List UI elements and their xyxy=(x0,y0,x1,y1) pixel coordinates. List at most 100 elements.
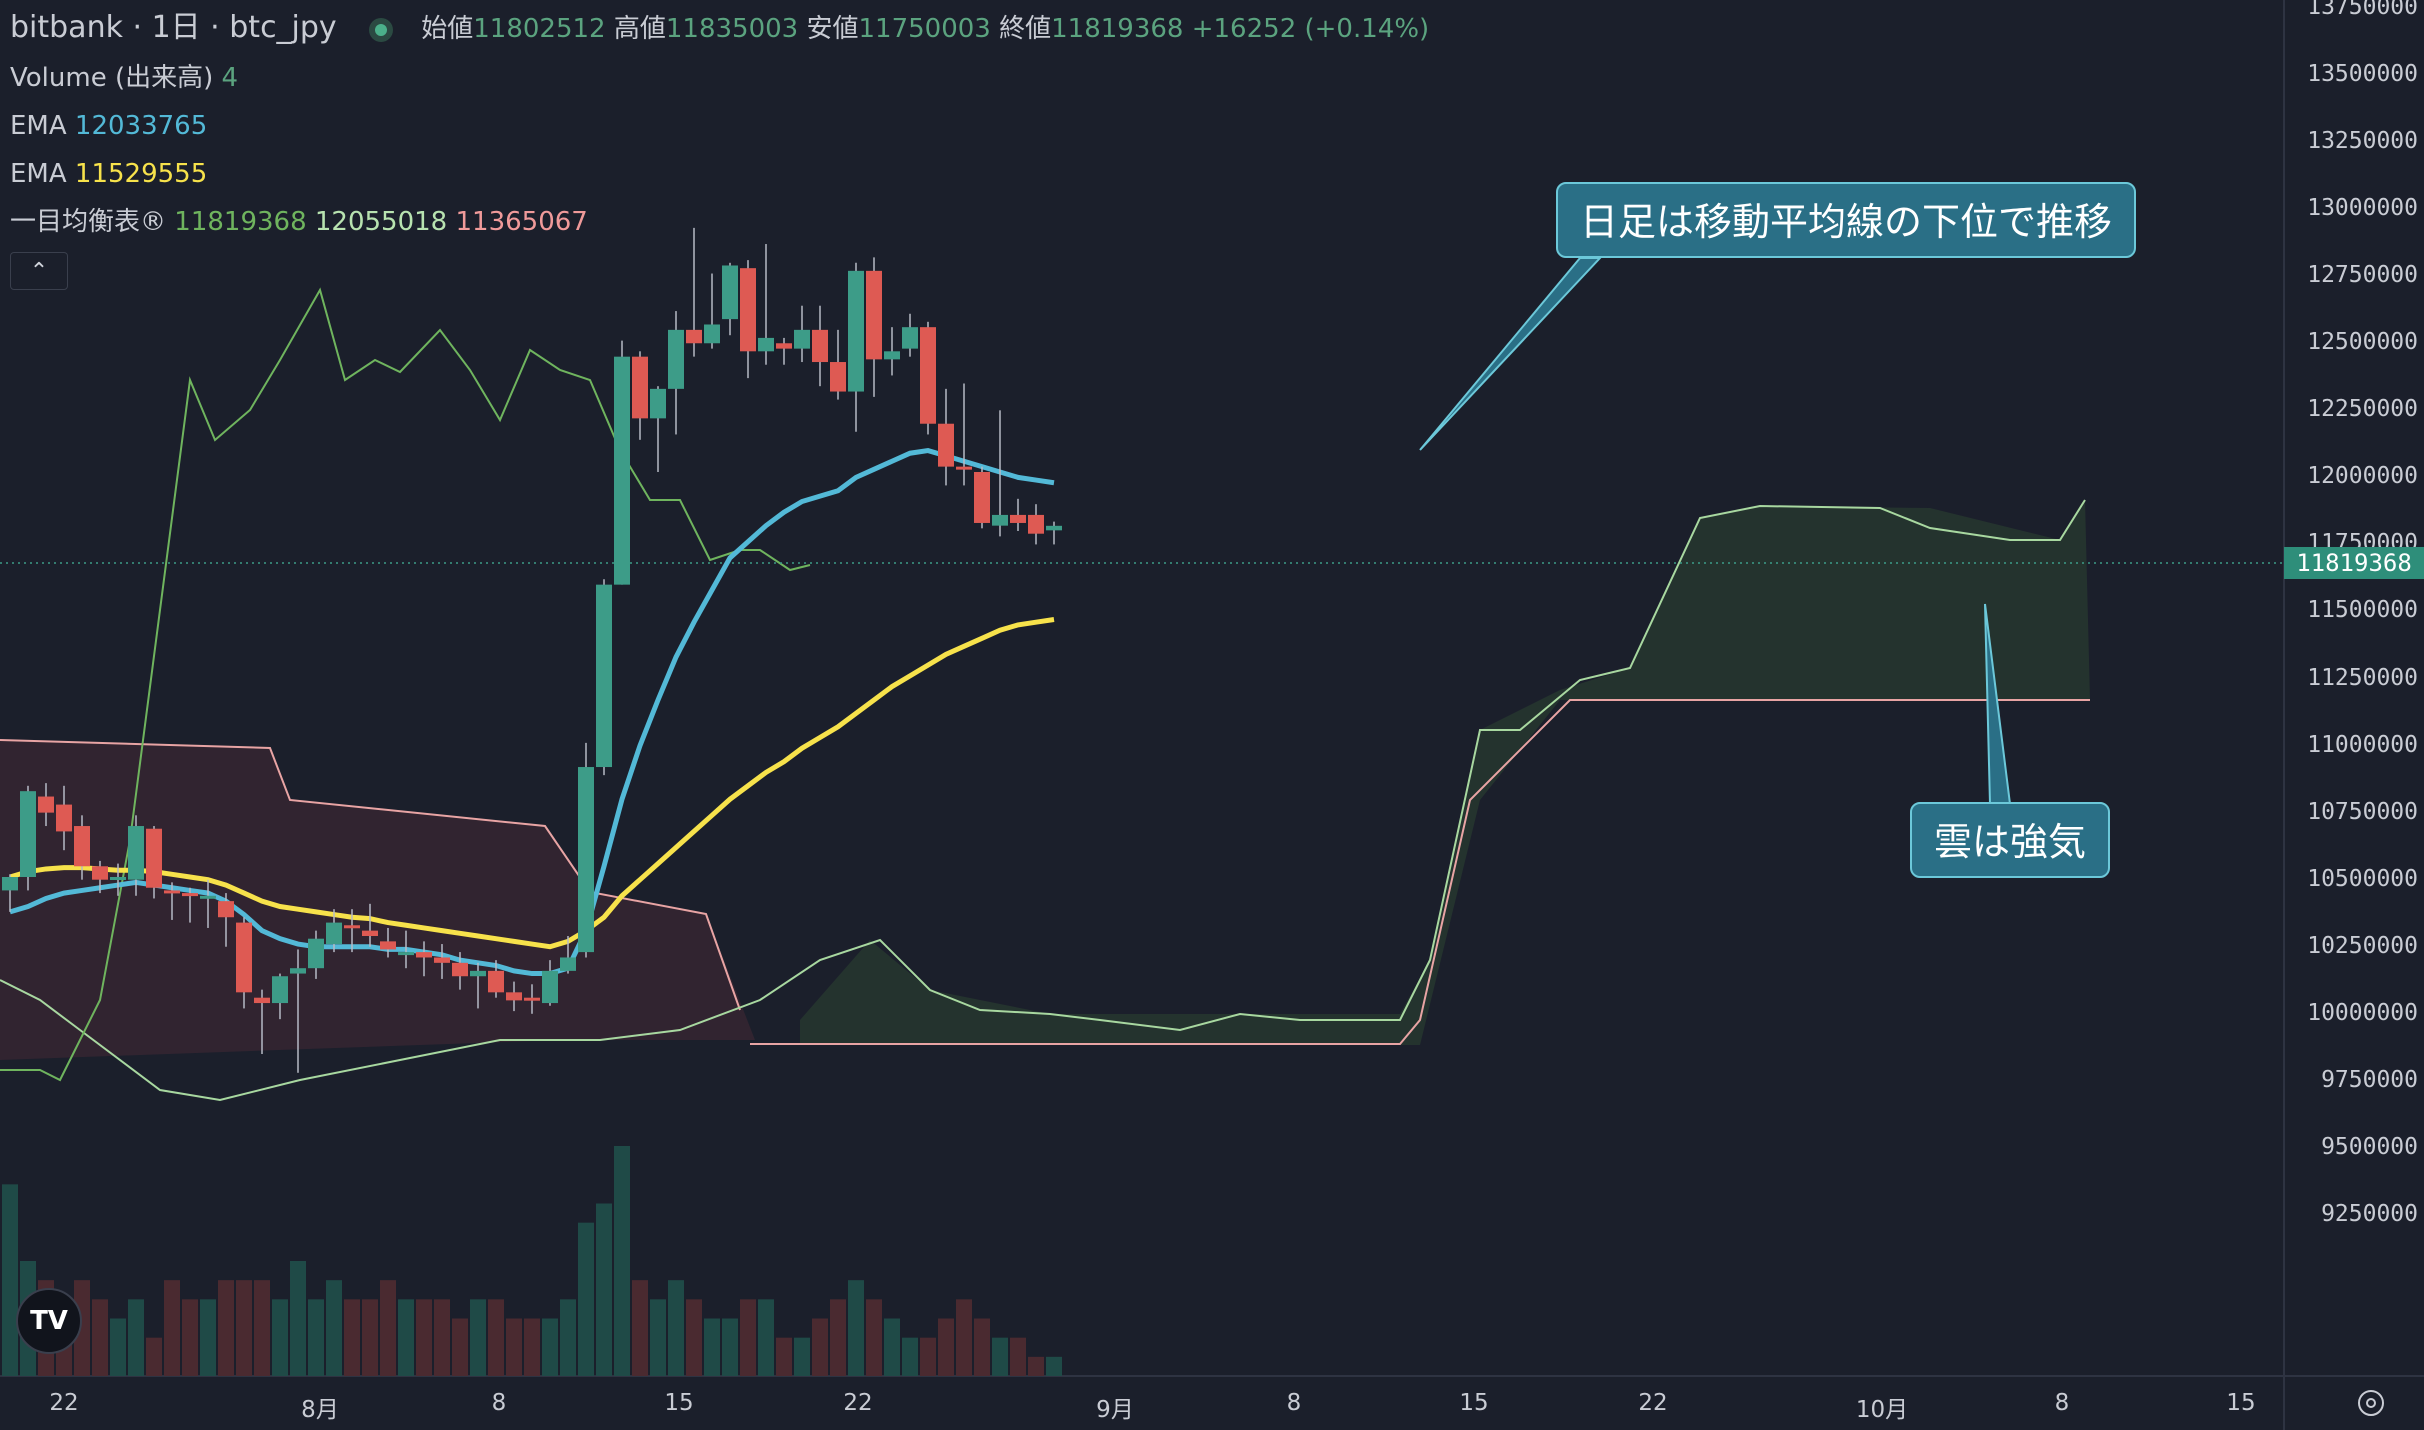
price-tick-label: 13000000 xyxy=(2307,195,2418,222)
volume-bar xyxy=(254,1280,270,1376)
collapse-legend-button[interactable]: ⌃ xyxy=(10,252,68,290)
ichimoku-legend[interactable]: 一目均衡表® 11819368 12055018 11365067 xyxy=(10,202,588,242)
ema-slow-line xyxy=(9,617,1055,950)
symbol-label[interactable]: bitbank · 1日 · btc_jpy xyxy=(10,10,337,45)
volume-bar xyxy=(992,1337,1008,1376)
volume-bar xyxy=(344,1299,360,1376)
close-label: 終値 xyxy=(999,14,1052,44)
candle-body xyxy=(326,922,342,945)
candle-body xyxy=(542,970,558,1004)
candle-body xyxy=(524,997,540,1001)
volume-legend[interactable]: Volume (出来高) 4 xyxy=(10,58,238,98)
price-tick-label: 11000000 xyxy=(2307,731,2418,758)
time-tick-label: 10月 xyxy=(1855,1397,1909,1423)
volume-bar xyxy=(74,1280,90,1376)
candle-body xyxy=(506,992,522,1001)
daily-callout-pointer xyxy=(1419,257,1603,451)
ichimoku-cloud-bullish xyxy=(800,500,2090,1045)
volume-label: Volume (出来高) xyxy=(10,63,214,93)
volume-bar xyxy=(362,1299,378,1376)
open-label: 始値 xyxy=(421,14,474,44)
price-tick-label: 10000000 xyxy=(2307,999,2418,1026)
candle-body xyxy=(668,329,684,389)
candle-body xyxy=(560,957,576,971)
candle-body xyxy=(362,930,378,937)
candle-body xyxy=(416,952,432,958)
volume-bar xyxy=(434,1299,450,1376)
volume-bar xyxy=(1010,1337,1026,1376)
volume-bar xyxy=(974,1318,990,1376)
candle-body xyxy=(794,329,810,349)
time-tick-label: 8 xyxy=(491,1390,507,1416)
candle-body xyxy=(1046,525,1062,531)
symbol-header: bitbank · 1日 · btc_jpy 始値11802512 高値1183… xyxy=(10,8,1429,48)
volume-bar xyxy=(668,1280,684,1376)
time-tick-label: 15 xyxy=(2226,1390,2256,1416)
volume-bar xyxy=(146,1337,162,1376)
volume-bar xyxy=(218,1280,234,1376)
ichimoku-cloud-bearish xyxy=(0,740,755,1060)
candle-body xyxy=(128,826,144,880)
candle-body xyxy=(578,767,594,953)
volume-bar xyxy=(1046,1356,1062,1376)
price-tick-label: 12000000 xyxy=(2307,463,2418,490)
senkou-b-line xyxy=(0,739,741,1011)
volume-bar xyxy=(866,1299,882,1376)
candle-body xyxy=(470,970,486,977)
close-value: 11819368 xyxy=(1051,14,1184,44)
candle-body xyxy=(920,327,936,424)
price-tick-label: 10750000 xyxy=(2307,798,2418,825)
cloud-annotation[interactable]: 雲は強気 xyxy=(1910,802,2111,878)
price-tick-label: 13500000 xyxy=(2307,61,2418,88)
candle-body xyxy=(884,351,900,360)
candle-body xyxy=(218,901,234,918)
candle-body xyxy=(380,941,396,950)
candle-body xyxy=(254,997,270,1004)
candle-body xyxy=(56,804,72,832)
candle-body xyxy=(434,957,450,963)
volume-bar xyxy=(92,1299,108,1376)
candle-body xyxy=(272,976,288,1004)
candle-body xyxy=(938,423,954,467)
candle-body xyxy=(290,968,306,974)
volume-bar xyxy=(884,1318,900,1376)
volume-bar xyxy=(848,1280,864,1376)
volume-bar xyxy=(470,1299,486,1376)
volume-bar xyxy=(2,1184,18,1376)
candle-body xyxy=(848,270,864,392)
settings-icon[interactable] xyxy=(2358,1390,2384,1416)
candle-body xyxy=(740,268,756,352)
price-tick-label: 13250000 xyxy=(2307,128,2418,155)
candle-body xyxy=(632,356,648,419)
time-tick-label: 15 xyxy=(1459,1390,1489,1416)
candle-body xyxy=(1010,514,1026,523)
ichimoku-label: 一目均衡表® xyxy=(10,207,167,237)
price-tick-label: 11500000 xyxy=(2307,597,2418,624)
daily-annotation[interactable]: 日足は移動平均線の下位で推移 xyxy=(1556,182,2137,258)
price-tick-label: 13750000 xyxy=(2307,0,2418,20)
candle-body xyxy=(614,356,630,585)
volume-bar xyxy=(272,1299,288,1376)
volume-bar xyxy=(578,1222,594,1376)
chevron-up-icon: ⌃ xyxy=(29,258,49,284)
price-tick-label: 9750000 xyxy=(2321,1066,2418,1093)
change-value: +16252 (+0.14%) xyxy=(1191,14,1430,44)
time-tick-label: 15 xyxy=(664,1390,694,1416)
ema-slow-legend[interactable]: EMA 11529555 xyxy=(10,154,207,194)
candle-body xyxy=(902,327,918,349)
volume-bar xyxy=(704,1318,720,1376)
candle-body xyxy=(488,970,504,993)
current-price-tag: 11819368 xyxy=(2284,547,2424,579)
volume-bar xyxy=(632,1280,648,1376)
candle-body xyxy=(182,893,198,897)
volume-bar xyxy=(398,1299,414,1376)
tradingview-logo[interactable]: TV xyxy=(16,1288,82,1354)
candle-body xyxy=(164,890,180,894)
volume-bar xyxy=(686,1299,702,1376)
ema-fast-legend[interactable]: EMA 12033765 xyxy=(10,106,207,146)
price-tick-label: 12500000 xyxy=(2307,329,2418,356)
ema-fast-line xyxy=(9,447,1055,977)
time-tick-label: 9月 xyxy=(1096,1397,1134,1423)
volume-bar xyxy=(326,1280,342,1376)
volume-bar xyxy=(614,1146,630,1376)
